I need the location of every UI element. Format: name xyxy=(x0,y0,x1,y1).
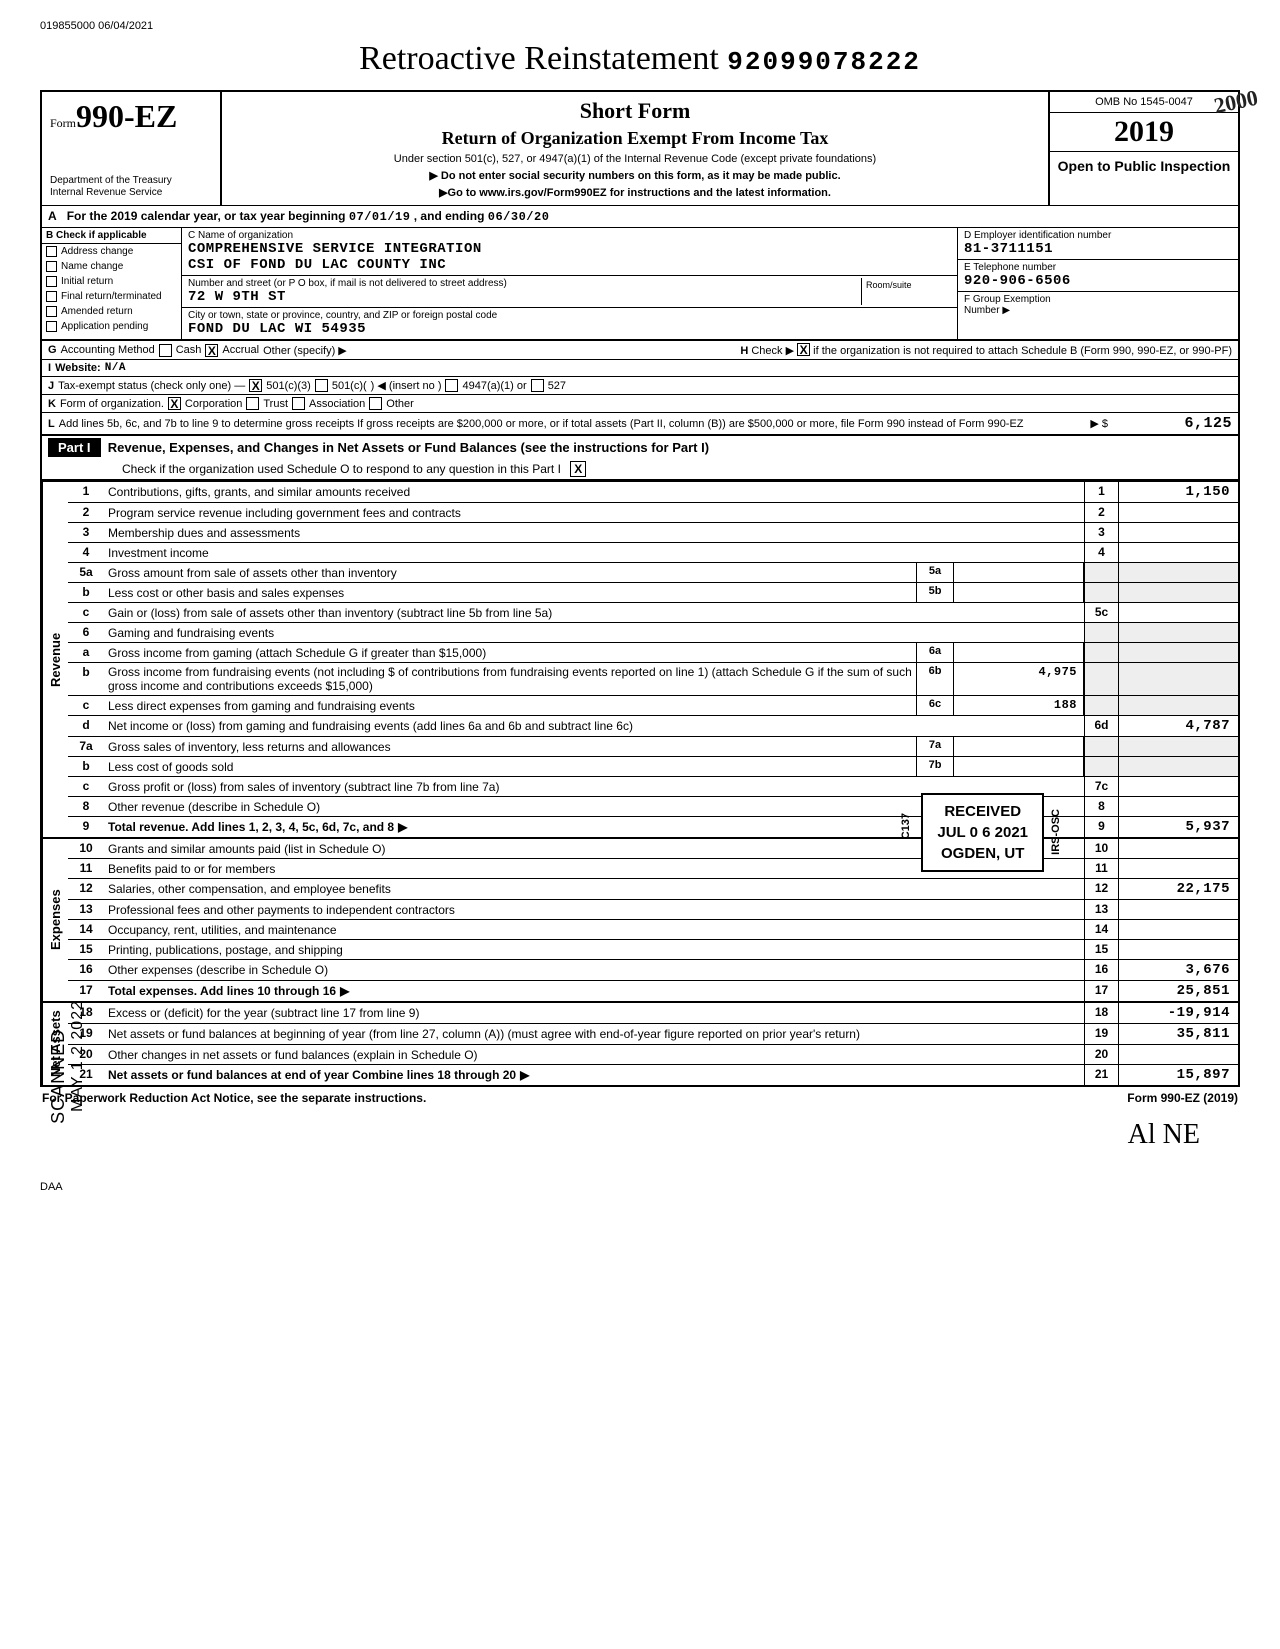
netassets-table: Net Assets 18Excess or (deficit) for the… xyxy=(40,1003,1240,1087)
chk-h[interactable]: X xyxy=(797,343,810,356)
chk-name-change[interactable]: Name change xyxy=(42,259,181,274)
line-1-val: 1,150 xyxy=(1118,482,1238,502)
chk-corp[interactable]: X xyxy=(168,397,181,410)
tax-year-end: 06/30/20 xyxy=(488,210,550,224)
form-id-footer: Form 990-EZ (2019) xyxy=(1127,1091,1238,1105)
line-6d-val: 4,787 xyxy=(1118,716,1238,736)
chk-final-return[interactable]: Final return/terminated xyxy=(42,289,181,304)
signature: Al NE xyxy=(40,1119,1240,1151)
tax-year: 2019 2000 xyxy=(1050,113,1238,152)
section-bcdef: B Check if applicable Address change Nam… xyxy=(40,228,1240,341)
chk-amended[interactable]: Amended return xyxy=(42,304,181,319)
line-9-val: 5,937 xyxy=(1118,817,1238,837)
col-de: D Employer identification number 81-3711… xyxy=(958,228,1238,339)
line-16-val: 3,676 xyxy=(1118,960,1238,980)
revenue-table: Revenue 1Contributions, gifts, grants, a… xyxy=(40,482,1240,839)
row-a-tax-year: A For the 2019 calendar year, or tax yea… xyxy=(40,205,1240,228)
row-i: I Website: N/A xyxy=(42,360,1238,377)
daa-mark: DAA xyxy=(40,1181,1240,1193)
line-19-val: 35,811 xyxy=(1118,1024,1238,1044)
chk-527[interactable] xyxy=(531,379,544,392)
department: Department of the Treasury Internal Reve… xyxy=(50,175,212,199)
header-mid: Short Form Return of Organization Exempt… xyxy=(222,92,1048,205)
ein: 81-3711151 xyxy=(964,241,1232,257)
expenses-table: Expenses 10Grants and similar amounts pa… xyxy=(40,839,1240,1003)
form-number: Form990-EZ xyxy=(50,98,212,135)
org-city: FOND DU LAC WI 54935 xyxy=(188,321,951,337)
short-form-title: Short Form xyxy=(232,98,1038,124)
line-18-val: -19,914 xyxy=(1118,1003,1238,1023)
website: N/A xyxy=(105,362,126,374)
chk-schedule-o[interactable]: X xyxy=(570,461,586,477)
form-header: Form990-EZ Department of the Treasury In… xyxy=(40,90,1240,205)
chk-initial-return[interactable]: Initial return xyxy=(42,274,181,289)
header-right: OMB No 1545-0047 2019 2000 Open to Publi… xyxy=(1048,92,1238,205)
part1-schedule-o: Check if the organization used Schedule … xyxy=(42,459,1238,480)
vlabel-expenses: Expenses xyxy=(42,839,68,1001)
chk-other-org[interactable] xyxy=(369,397,382,410)
chk-assoc[interactable] xyxy=(292,397,305,410)
line-17-val: 25,851 xyxy=(1118,981,1238,1001)
line-21-val: 15,897 xyxy=(1118,1065,1238,1085)
row-g: G Accounting Method Cash XAccrual Other … xyxy=(42,341,1238,360)
goto-link: ▶Go to www.irs.gov/Form990EZ for instruc… xyxy=(232,186,1038,199)
chk-app-pending[interactable]: Application pending xyxy=(42,319,181,334)
line-l-amount: 6,125 xyxy=(1112,415,1232,432)
line-6b-val: 4,975 xyxy=(954,663,1084,695)
stamp-2000: 2000 xyxy=(1212,85,1260,120)
rows-g-to-l: G Accounting Method Cash XAccrual Other … xyxy=(40,341,1240,436)
omb-number: OMB No 1545-0047 xyxy=(1050,92,1238,113)
tax-year-begin: 07/01/19 xyxy=(349,210,411,224)
part1-tag: Part I xyxy=(48,438,101,457)
received-stamp: C137 IRS-OSC RECEIVED JUL 0 6 2021 OGDEN… xyxy=(921,793,1044,872)
room-suite: Room/suite xyxy=(861,278,951,305)
vlabel-revenue: Revenue xyxy=(42,482,68,837)
line-8-desc: Other revenue (describe in Schedule O) C… xyxy=(104,797,1084,816)
dln: 92099078222 xyxy=(727,47,921,77)
doc-id-left: 019855000 06/04/2021 xyxy=(40,20,153,32)
row-j: J Tax-exempt status (check only one) — X… xyxy=(42,377,1238,395)
open-to-public: Open to Public Inspection xyxy=(1050,152,1238,180)
header-left: Form990-EZ Department of the Treasury In… xyxy=(42,92,222,205)
col-c-organization: C Name of organization COMPREHENSIVE SER… xyxy=(182,228,958,339)
left-margin-stamps: SCANNED MAY 1 2 2022 xyxy=(48,1000,87,1124)
row-l: L Add lines 5b, 6c, and 7b to line 9 to … xyxy=(42,413,1238,434)
col-b-checkboxes: B Check if applicable Address change Nam… xyxy=(42,228,182,339)
form-page: 019855000 06/04/2021 Retroactive Reinsta… xyxy=(40,20,1240,1193)
footer: For Paperwork Reduction Act Notice, see … xyxy=(40,1087,1240,1109)
chk-cash[interactable] xyxy=(159,344,172,357)
page-title: Retroactive Reinstatement 92099078222 xyxy=(40,40,1240,78)
ssn-warning: ▶ Do not enter social security numbers o… xyxy=(232,169,1038,182)
under-section: Under section 501(c), 527, or 4947(a)(1)… xyxy=(232,153,1038,165)
chk-501c[interactable] xyxy=(315,379,328,392)
row-k: K Form of organization. XCorporation Tru… xyxy=(42,395,1238,413)
top-meta-row: 019855000 06/04/2021 xyxy=(40,20,1240,32)
chk-4947[interactable] xyxy=(445,379,458,392)
paperwork-notice: For Paperwork Reduction Act Notice, see … xyxy=(42,1091,426,1105)
part1-header: Part I Revenue, Expenses, and Changes in… xyxy=(40,436,1240,482)
line-12-val: 22,175 xyxy=(1118,879,1238,899)
line-6c-val: 188 xyxy=(954,696,1084,715)
chk-address-change[interactable]: Address change xyxy=(42,244,181,259)
org-name-2: CSI OF FOND DU LAC COUNTY INC xyxy=(188,257,951,273)
org-street: 72 W 9TH ST xyxy=(188,289,861,305)
chk-accrual[interactable]: X xyxy=(205,344,218,357)
chk-trust[interactable] xyxy=(246,397,259,410)
org-name-1: COMPREHENSIVE SERVICE INTEGRATION xyxy=(188,241,951,257)
return-title: Return of Organization Exempt From Incom… xyxy=(232,128,1038,149)
phone: 920-906-6506 xyxy=(964,273,1232,289)
chk-501c3[interactable]: X xyxy=(249,379,262,392)
